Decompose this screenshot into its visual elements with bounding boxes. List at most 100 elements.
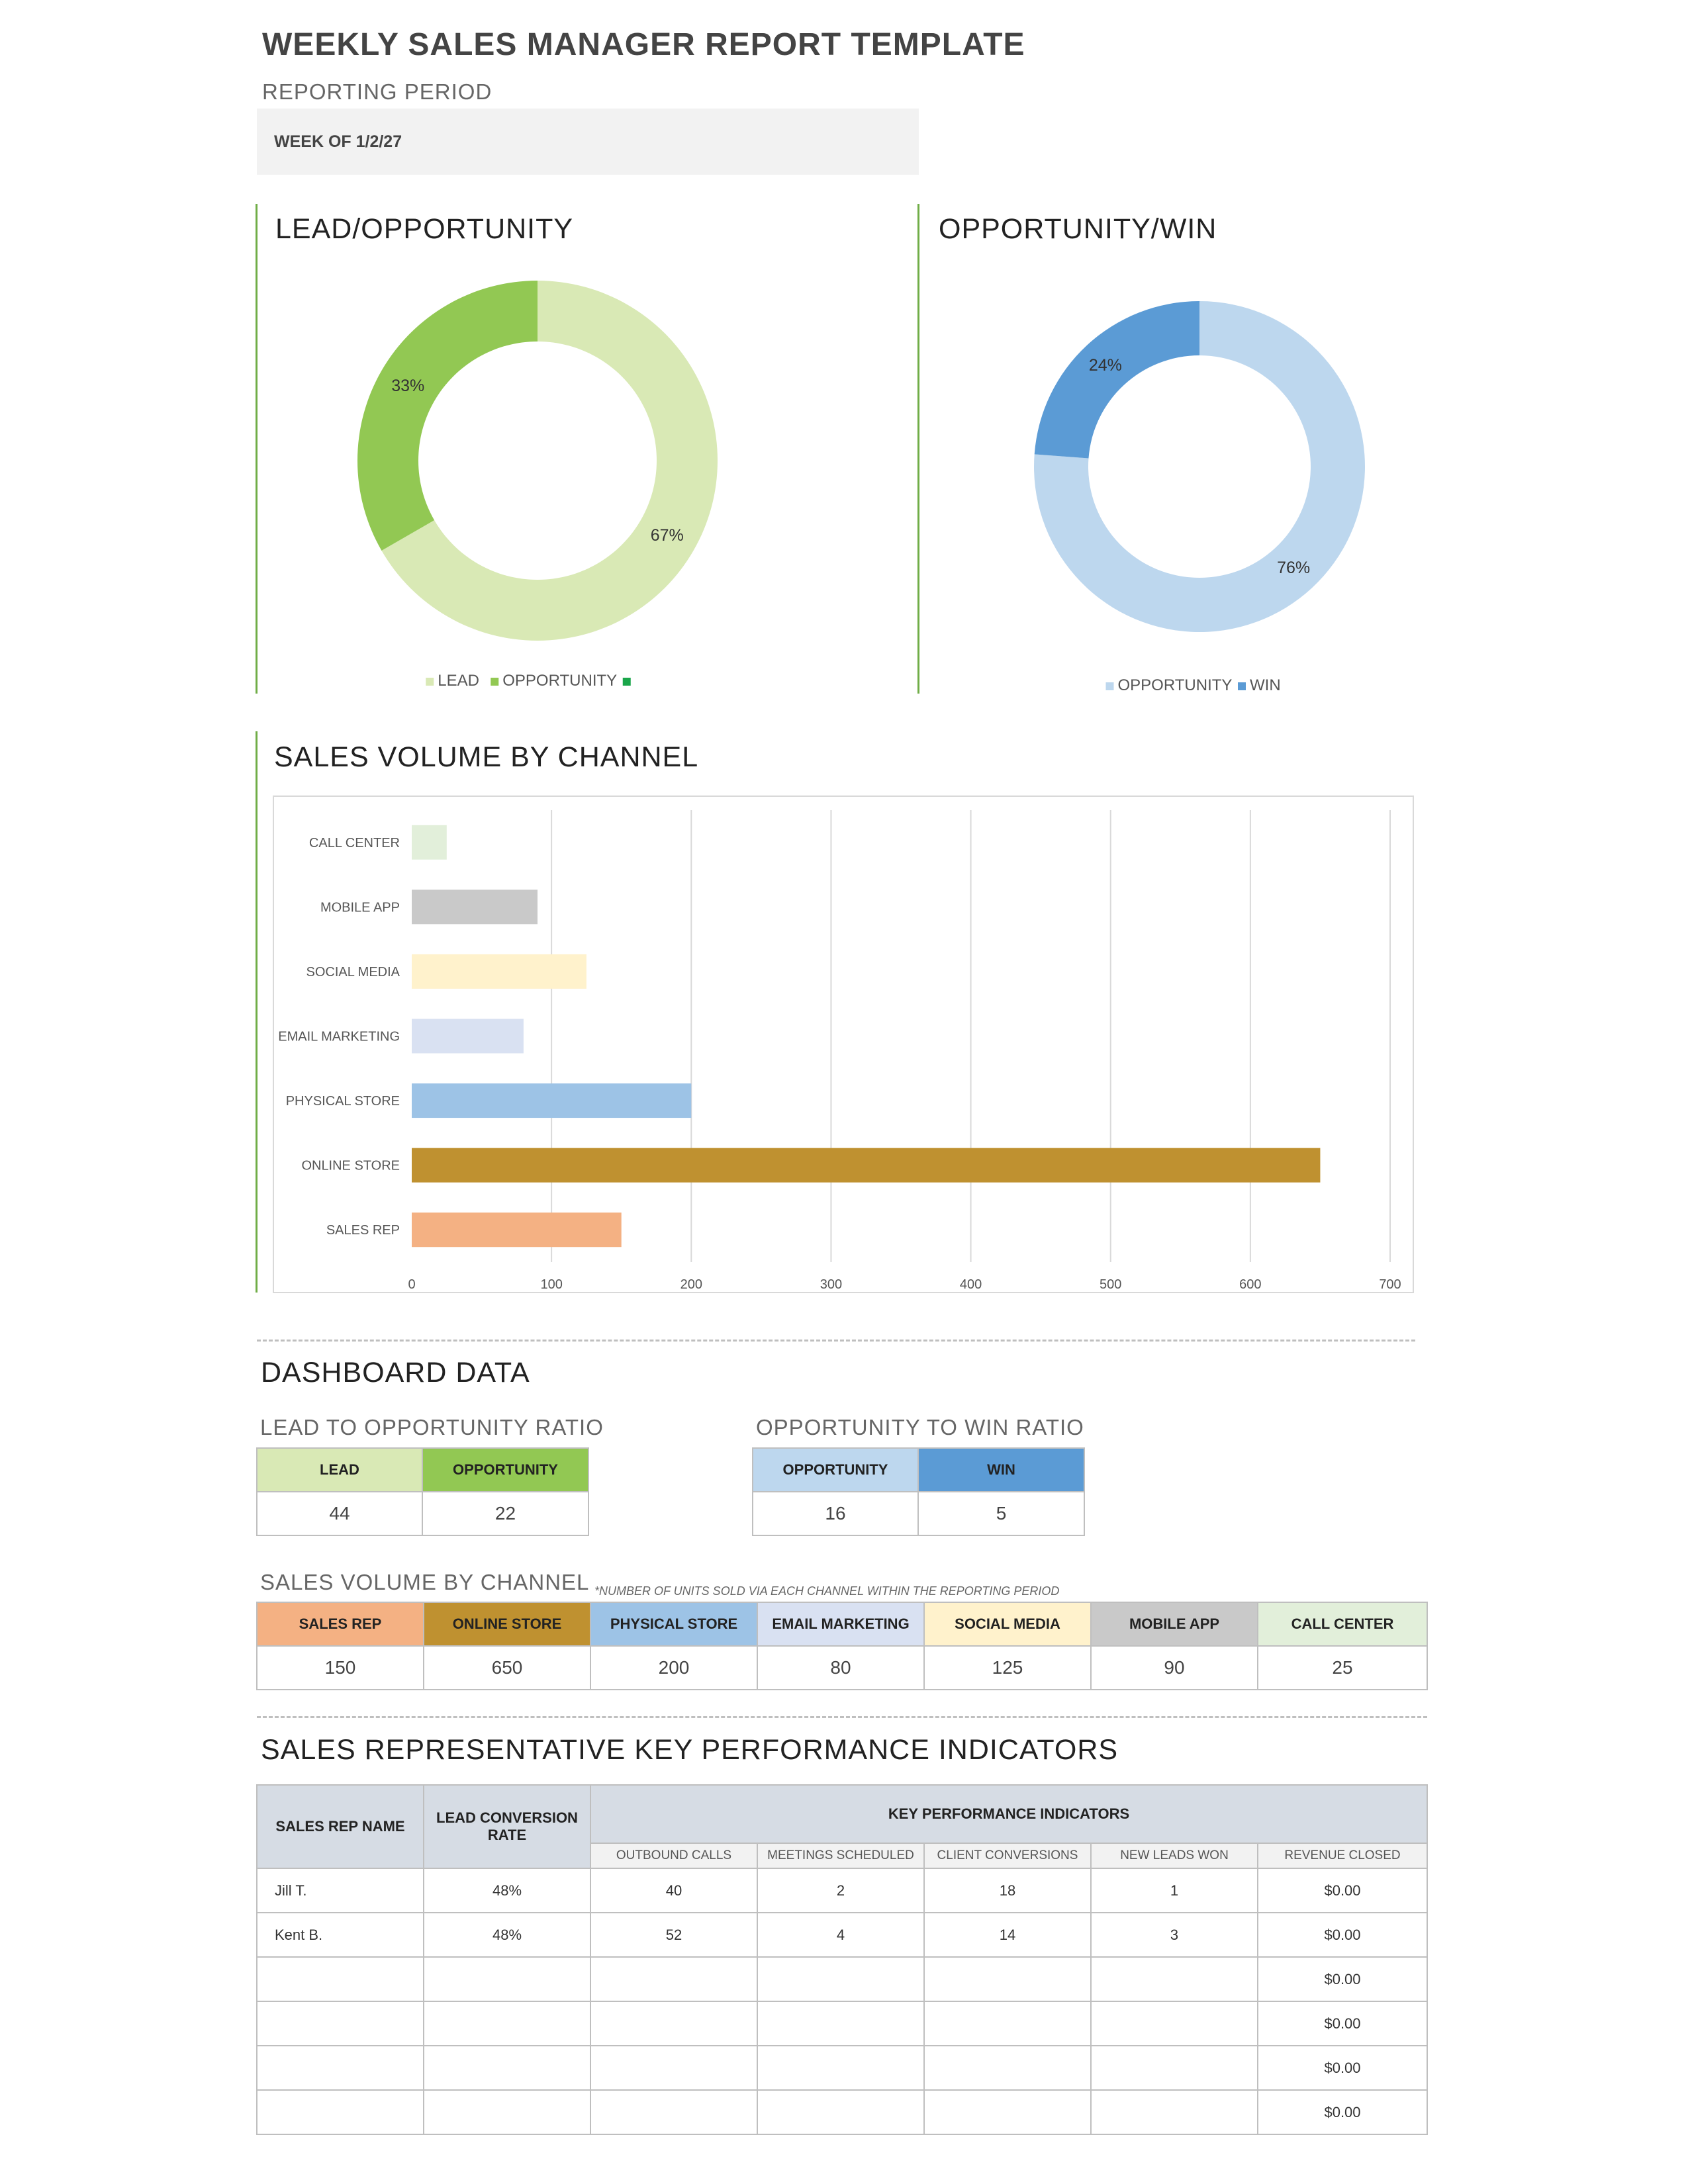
legend-swatch-opportunity [491, 678, 499, 686]
kpi-cell-revenue[interactable]: $0.00 [1256, 2045, 1429, 2091]
kpi-cell-name[interactable] [256, 1956, 424, 2002]
sales-volume-bar-chart: 0 100 200 300 400 500 600 700 CALL CENTER MOBILE … [273, 796, 1414, 1293]
opportunity-value[interactable]: 22 [422, 1491, 589, 1536]
kpi-cell-new-leads[interactable]: 1 [1090, 1868, 1258, 1913]
channel-value-mobile-app[interactable]: 90 [1090, 1645, 1258, 1690]
kpi-cell-meetings[interactable] [757, 2001, 925, 2046]
kpi-cell-rate[interactable]: 48% [423, 1912, 591, 1958]
kpi-cell-conversions[interactable] [923, 1956, 1092, 2002]
donut-label-lead: 67% [651, 526, 684, 545]
y-category-label: SOCIAL MEDIA [306, 965, 400, 979]
lead-opportunity-ratio-title: LEAD TO OPPORTUNITY RATIO [260, 1415, 604, 1439]
lead-opportunity-donut-chart: 67% 33% LEAD OPPORTUNITY [357, 281, 718, 690]
kpi-cell-conversions[interactable] [923, 2045, 1092, 2091]
kpi-cell-meetings[interactable]: 4 [757, 1912, 925, 1958]
kpi-cell-outbound-calls[interactable] [590, 2001, 758, 2046]
kpi-cell-name[interactable]: Jill T. [256, 1868, 424, 1913]
y-category-label: MOBILE APP [320, 900, 400, 915]
kpi-cell-rate[interactable] [423, 1956, 591, 2002]
kpi-cell-outbound-calls[interactable] [590, 2045, 758, 2091]
y-category-label: SALES REP [326, 1223, 400, 1238]
kpi-cell-new-leads[interactable] [1090, 2001, 1258, 2046]
x-tick-label: 100 [540, 1277, 562, 1292]
kpi-cell-rate[interactable] [423, 2089, 591, 2135]
kpi-cell-new-leads[interactable] [1090, 1956, 1258, 2002]
x-tick-label: 500 [1100, 1277, 1121, 1292]
reporting-period-box[interactable] [257, 109, 919, 175]
win-value[interactable]: 5 [917, 1491, 1085, 1536]
kpi-cell-new-leads[interactable] [1090, 2045, 1258, 2091]
opportunity-win-donut-chart: 76% 24% OPPORTUNITY WIN [1034, 301, 1365, 694]
donut-label-opportunity: 33% [391, 377, 424, 395]
win-header: WIN [917, 1447, 1085, 1492]
kpi-subheader-client-conversions: CLIENT CONVERSIONS [923, 1843, 1092, 1869]
y-category-label: CALL CENTER [309, 836, 400, 850]
channel-value-call-center[interactable]: 25 [1257, 1645, 1428, 1690]
dashboard-data-title: DASHBOARD DATA [261, 1357, 530, 1388]
channel-header-sales-rep: SALES REP [256, 1602, 424, 1647]
y-category-label: EMAIL MARKETING [278, 1030, 400, 1044]
lead-value[interactable]: 44 [256, 1491, 423, 1536]
kpi-cell-meetings[interactable] [757, 2045, 925, 2091]
legend-label-opportunity: OPPORTUNITY [502, 672, 617, 690]
x-tick-label: 400 [960, 1277, 982, 1292]
kpi-cell-revenue[interactable]: $0.00 [1256, 1956, 1429, 2002]
report-title: WEEKLY SALES MANAGER REPORT TEMPLATE [262, 27, 1025, 62]
channel-header-online-store: ONLINE STORE [423, 1602, 591, 1647]
chart2-divider [917, 204, 919, 694]
kpi-cell-conversions[interactable]: 18 [923, 1868, 1092, 1913]
donut-slice-opportunity [357, 281, 538, 551]
kpi-cell-new-leads[interactable]: 3 [1090, 1912, 1258, 1958]
kpi-cell-revenue[interactable]: $0.00 [1256, 1912, 1429, 1958]
lead-opportunity-chart-title: LEAD/OPPORTUNITY [275, 213, 574, 245]
table-row: Jill T. 48% 40 2 18 1 $0.00 [256, 1868, 1429, 1913]
bar-physical-store [412, 1083, 692, 1118]
kpi-cell-revenue[interactable]: $0.00 [1256, 2001, 1429, 2046]
channel-value-email-marketing[interactable]: 80 [757, 1645, 925, 1690]
kpi-cell-name[interactable] [256, 2089, 424, 2135]
kpi-section-title: SALES REPRESENTATIVE KEY PERFORMANCE IND… [261, 1734, 1119, 1766]
chart3-divider [256, 731, 258, 1293]
kpi-table: SALES REP NAME LEAD CONVERSION RATE KEY … [256, 1784, 1429, 2135]
channel-value-sales-rep[interactable]: 150 [256, 1645, 424, 1690]
kpi-cell-new-leads[interactable] [1090, 2089, 1258, 2135]
kpi-cell-outbound-calls[interactable] [590, 1956, 758, 2002]
lead-opportunity-ratio-table: LEAD OPPORTUNITY 44 22 [256, 1447, 589, 1536]
kpi-cell-revenue[interactable]: $0.00 [1256, 1868, 1429, 1913]
kpi-cell-conversions[interactable] [923, 2089, 1092, 2135]
kpi-cell-revenue[interactable]: $0.00 [1256, 2089, 1429, 2135]
kpi-subheader-revenue-closed: REVENUE CLOSED [1256, 1843, 1429, 1869]
donut-label-opportunity: 76% [1277, 559, 1310, 577]
bar-online-store [412, 1148, 1321, 1183]
kpi-cell-conversions[interactable]: 14 [923, 1912, 1092, 1958]
opportunity-win-ratio-table: OPPORTUNITY WIN 16 5 [752, 1447, 1085, 1536]
bar-social-media [412, 954, 586, 989]
kpi-cell-meetings[interactable] [757, 2089, 925, 2135]
opportunity-win-chart-title: OPPORTUNITY/WIN [939, 213, 1217, 245]
kpi-cell-meetings[interactable] [757, 1956, 925, 2002]
legend-swatch-win [1238, 682, 1246, 690]
table-row: $0.00 [256, 1956, 1429, 2002]
channel-value-physical-store[interactable]: 200 [590, 1645, 758, 1690]
kpi-cell-outbound-calls[interactable]: 40 [590, 1868, 758, 1913]
kpi-cell-rate[interactable] [423, 2001, 591, 2046]
kpi-cell-meetings[interactable]: 2 [757, 1868, 925, 1913]
opportunity-header: OPPORTUNITY [422, 1447, 589, 1492]
kpi-cell-name[interactable]: Kent B. [256, 1912, 424, 1958]
kpi-cell-rate[interactable]: 48% [423, 1868, 591, 1913]
legend-swatch-opportunity [1105, 682, 1114, 690]
kpi-header-key-performance-indicators: KEY PERFORMANCE INDICATORS [589, 1784, 1429, 1844]
lead-header: LEAD [256, 1447, 423, 1492]
kpi-cell-name[interactable] [256, 2045, 424, 2091]
kpi-cell-outbound-calls[interactable]: 52 [590, 1912, 758, 1958]
donut-slice-lead [381, 281, 718, 641]
channel-value-social-media[interactable]: 125 [923, 1645, 1092, 1690]
kpi-cell-outbound-calls[interactable] [590, 2089, 758, 2135]
opportunity-value[interactable]: 16 [752, 1491, 919, 1536]
table-row: $0.00 [256, 2001, 1429, 2046]
kpi-cell-name[interactable] [256, 2001, 424, 2046]
channel-value-online-store[interactable]: 650 [423, 1645, 591, 1690]
kpi-cell-conversions[interactable] [923, 2001, 1092, 2046]
sales-volume-table: SALES REP ONLINE STORE PHYSICAL STORE EM… [256, 1602, 1428, 1690]
kpi-cell-rate[interactable] [423, 2045, 591, 2091]
